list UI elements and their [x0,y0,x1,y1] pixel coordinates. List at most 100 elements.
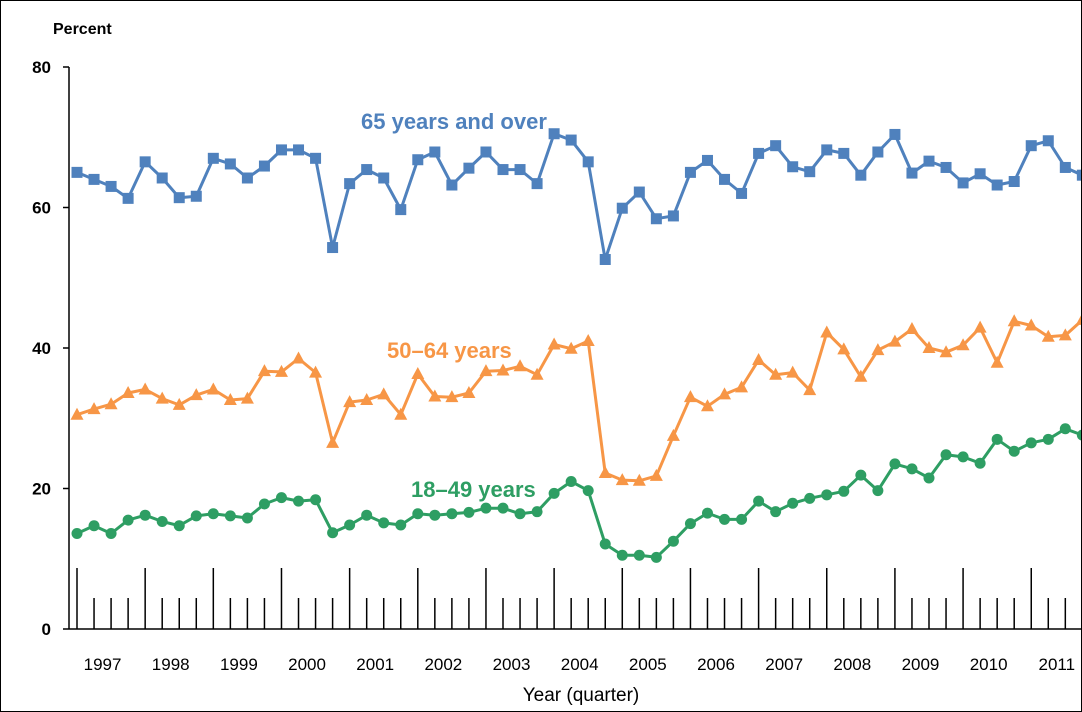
data-point [411,366,425,379]
data-point [599,538,611,550]
data-point [616,549,628,561]
data-point [1024,318,1038,331]
data-point [71,527,83,539]
data-point [378,172,390,184]
data-point [156,172,168,184]
x-tick-label: 2000 [288,655,326,674]
data-point [1058,328,1072,341]
data-point [923,472,935,484]
data-point [582,485,594,497]
data-point [735,380,749,393]
data-point [514,508,526,520]
data-point [701,154,713,166]
data-point [173,520,185,532]
series-group [70,128,1081,563]
x-tick-label: 2006 [697,655,735,674]
series-line [76,132,1081,261]
data-point [770,140,782,152]
x-tick-label: 1997 [84,655,122,674]
data-point [395,204,407,216]
data-point [666,428,680,441]
data-point [361,509,373,521]
data-point [241,172,253,184]
data-point [650,213,662,225]
axes [68,67,1081,630]
data-point [770,506,782,518]
data-point [207,508,219,520]
data-point [1059,423,1071,435]
data-point [1008,445,1020,457]
data-point [172,397,186,410]
data-point [138,382,152,395]
data-point [240,391,254,404]
data-point [923,155,935,167]
data-point [922,341,936,353]
data-point [310,152,322,164]
data-point [446,179,458,191]
data-point [889,128,901,140]
data-point [888,334,902,347]
data-point [753,495,765,507]
data-point [837,342,851,355]
data-point [395,519,407,531]
data-point [872,146,884,158]
data-point [326,435,340,448]
data-point [327,242,339,254]
data-point [1076,429,1081,441]
data-point [548,128,560,140]
data-point [343,395,357,408]
data-point [480,146,492,158]
data-point [360,392,374,405]
data-point [378,517,390,529]
data-point [855,169,867,181]
data-point [445,390,459,403]
data-point [650,551,662,563]
data-point [838,147,850,159]
data-point [463,506,475,518]
data-point [803,383,817,396]
data-point [957,177,969,189]
data-point [1076,169,1081,181]
data-point [940,161,952,173]
data-point [974,168,986,180]
data-point [139,156,151,168]
y-tick-label: 0 [42,620,51,639]
data-point [429,146,441,158]
data-point [649,468,663,481]
data-point [667,535,679,547]
data-point [548,487,560,499]
data-point [462,385,476,398]
data-point [547,337,561,350]
data-point [906,463,918,475]
data-point [310,494,322,506]
data-point [871,343,885,356]
data-point [207,152,219,164]
data-point [429,509,441,521]
data-point [71,166,83,178]
data-point [224,510,236,522]
data-point [633,549,645,561]
data-point [104,397,118,410]
data-point [241,512,253,524]
data-point [344,178,356,190]
data-point [906,167,918,179]
data-point [479,364,493,377]
data-point [377,387,391,400]
data-point [667,210,679,222]
data-point [105,527,117,539]
data-point [88,173,100,185]
x-tick-label: 1999 [220,655,258,674]
data-point [105,180,117,192]
data-point [838,485,850,497]
data-point [497,164,509,176]
data-point [293,144,305,156]
series-label-18-49: 18–49 years [411,477,536,502]
x-tick-label: 2002 [424,655,462,674]
data-point [752,352,766,365]
data-point [139,509,151,521]
y-tick-label: 60 [32,199,51,218]
data-point [701,507,713,519]
data-point [1075,315,1081,325]
